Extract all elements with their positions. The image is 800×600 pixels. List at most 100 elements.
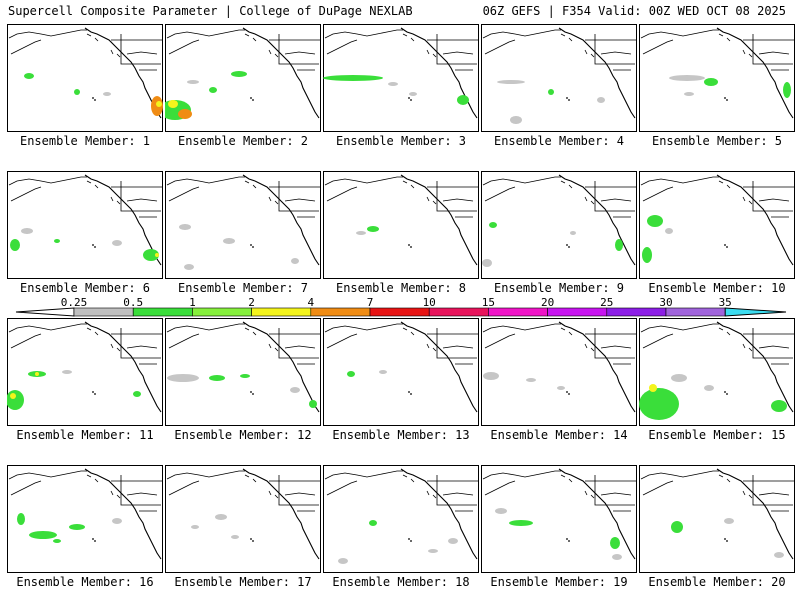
coastline [402,327,437,352]
scp-contour-area [639,388,679,420]
coastline [400,174,478,266]
colorbar-tick-label: 20 [541,298,554,309]
island-dot [726,246,728,248]
ensemble-member-map [323,318,479,426]
border-line [111,328,163,359]
island-dot [250,244,252,246]
coastline [560,327,595,352]
coastline [758,51,790,71]
colorbar-swatch [251,307,312,317]
border-line [585,34,637,65]
island-dot [410,540,412,542]
scp-contour-area [497,80,525,84]
scp-contour-area [597,97,605,103]
island-dot [724,97,726,99]
member-caption: Ensemble Member: 7 [177,281,309,295]
scp-contour-area [74,89,80,95]
island-dot [252,540,254,542]
scp-contour-area [388,82,398,86]
member-caption: Ensemble Member: 1 [19,134,151,148]
scp-contour-area [457,95,469,105]
island-dot [94,99,96,101]
border-line [585,181,637,212]
map-canvas [481,171,637,279]
colorbar-tick-label: 2 [248,298,255,309]
island-dot [568,246,570,248]
island-dot [410,393,412,395]
ensemble-member-map [7,318,163,426]
scp-contour-area [647,215,663,227]
map-canvas [7,465,163,573]
island-dot [410,99,412,101]
coastline [244,474,279,499]
border-line [427,328,479,359]
colorbar-tick-label: 10 [423,298,436,309]
map-frame [323,465,479,573]
island-dot [568,99,570,101]
coastline [600,345,632,365]
coastline [484,333,516,349]
scp-contour-area [338,558,348,564]
island-dot [94,393,96,395]
colorbar-swatch [73,307,134,317]
scp-contour-area [665,228,673,234]
ensemble-member-map [481,24,637,132]
colorbar-tick-label: 1 [189,298,196,309]
island-dot [92,391,94,393]
border-line [743,181,795,212]
scp-contour-area [179,224,191,230]
colorbar-swatch [310,307,371,317]
scp-contour-area [526,378,536,382]
map-frame [481,24,637,132]
ensemble-member-map [639,318,795,426]
colorbar-swatch [132,307,193,317]
coastline [718,327,753,352]
island-dot [566,391,568,393]
colorbar-tick-label: 0.25 [61,298,88,309]
coastline [600,198,632,218]
coastline [758,492,790,512]
scp-contour-area [178,109,192,119]
scp-contour-area [704,385,714,391]
map-frame [481,318,637,426]
scp-contour-area [133,391,141,397]
scp-contour-area [103,92,111,96]
coastline [10,480,42,496]
scp-contour-area [557,386,565,390]
member-caption: Ensemble Member: 9 [493,281,625,295]
island-dot [408,538,410,540]
ensemble-member-map [7,465,163,573]
scp-contour-area [290,387,300,393]
scp-contour-area [231,71,247,77]
scp-contour-area [69,524,85,530]
coastline [242,174,320,266]
colorbar-high-arrow [724,307,787,317]
scp-contour-area [29,531,57,539]
scp-contour-area [215,514,227,520]
island-dot [726,393,728,395]
coastline [10,333,42,349]
map-canvas [7,171,163,279]
coastline [284,492,316,512]
member-caption: Ensemble Member: 14 [490,428,628,442]
scp-contour-area [448,538,458,544]
border-line [111,34,163,65]
island-dot [566,97,568,99]
scp-contour-area [209,375,225,381]
coastline [244,327,279,352]
coastline [640,29,719,39]
member-caption: Ensemble Member: 18 [332,575,470,589]
island-dot [252,99,254,101]
coastline [86,327,121,352]
coastline [8,470,87,480]
map-canvas [323,318,479,426]
scp-contour-area [21,228,33,234]
scp-contour-area [156,101,162,107]
chart-title: Supercell Composite Parameter | College … [8,4,413,18]
coastline [84,468,162,560]
map-canvas [639,171,795,279]
member-caption: Ensemble Member: 19 [490,575,628,589]
coastline [482,29,561,39]
border-line [585,475,637,506]
member-caption: Ensemble Member: 2 [177,134,309,148]
